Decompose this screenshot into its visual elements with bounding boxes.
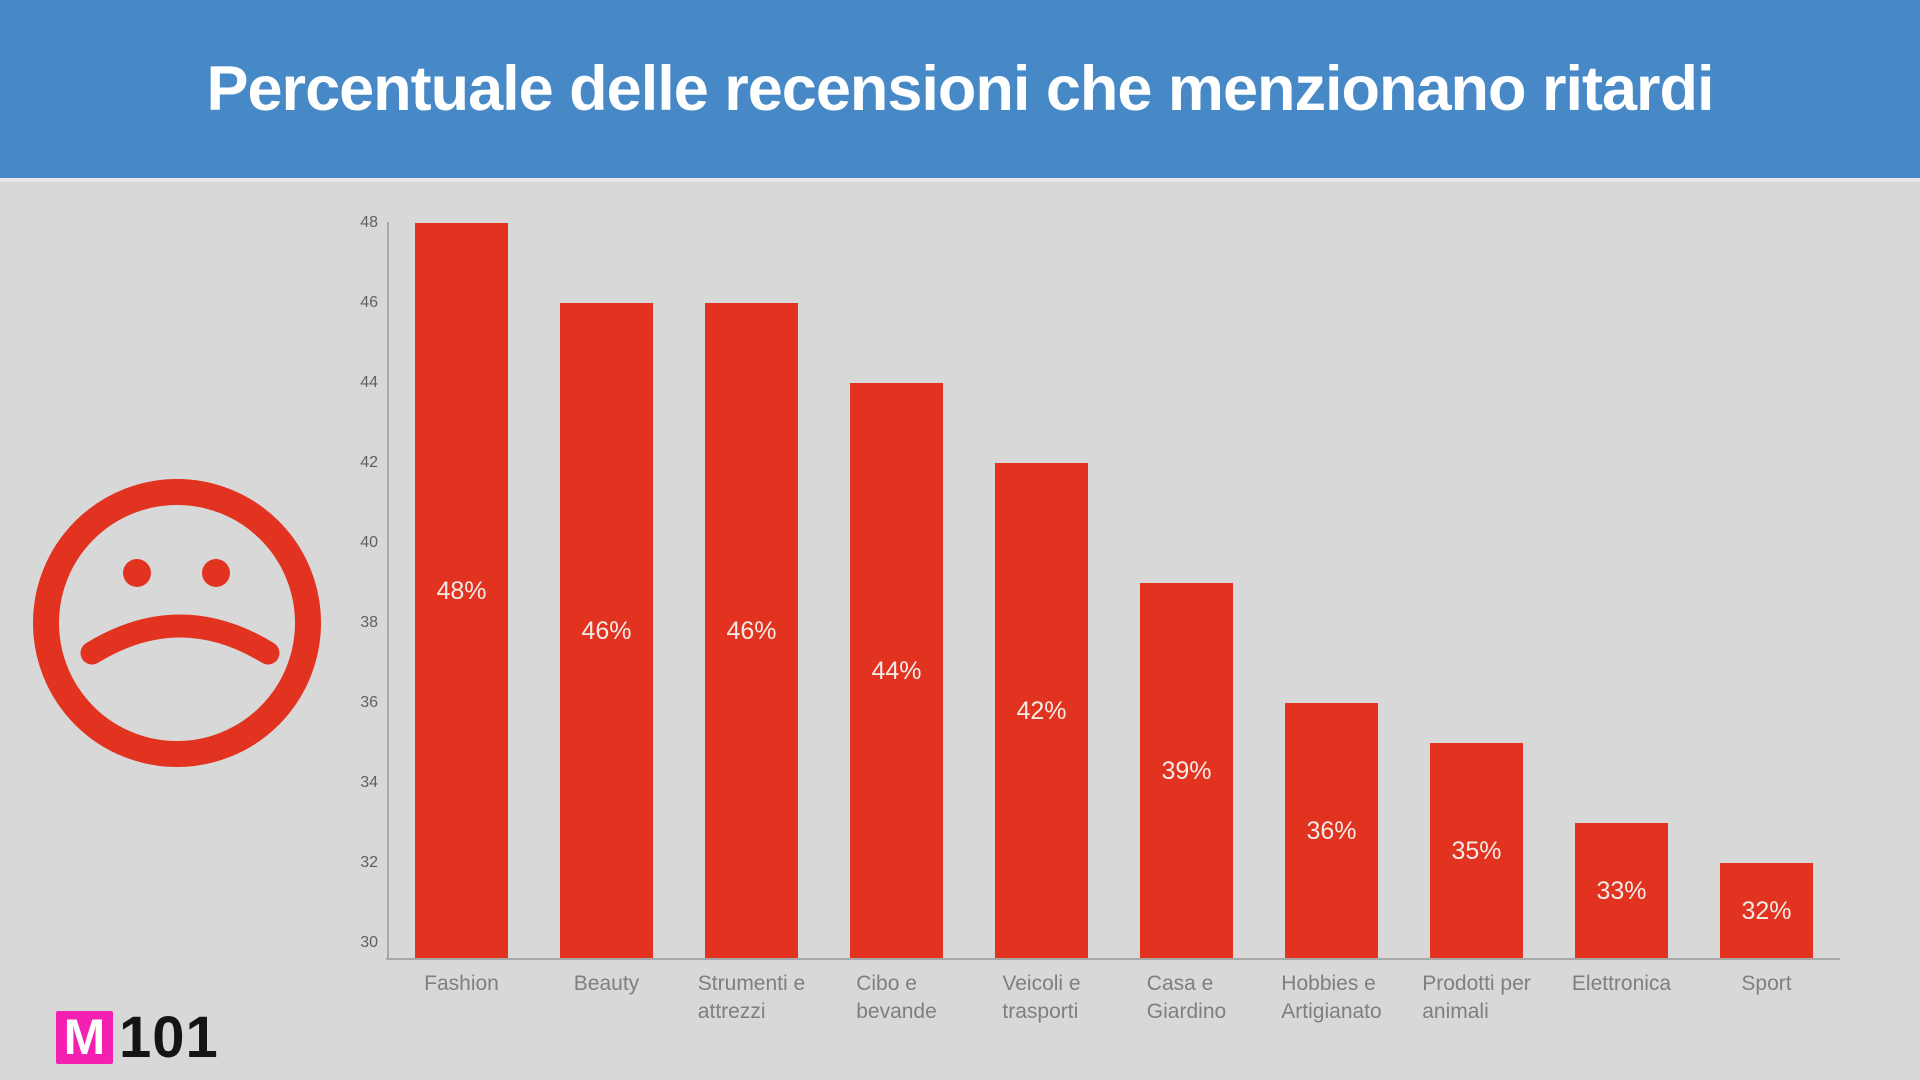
bar [1430,743,1523,958]
bar [1140,583,1233,958]
m101-logo-suffix: 101 [119,1005,219,1070]
category-label: Prodotti per animali [1422,970,1531,1026]
bar-value-label: 46% [581,617,632,645]
sad-face-outline [33,479,321,767]
y-axis-tick-label: 48 [360,214,378,231]
category-label-line: Beauty [573,972,640,995]
category-label: Veicoli e trasporti [1002,970,1080,1026]
category-label: Fashion [424,970,499,998]
y-axis-tick-label: 42 [360,454,378,471]
category-label: Sport [1741,970,1791,998]
sad-face-frown [80,614,280,665]
sad-face-right-eye [202,559,230,587]
bar [995,463,1088,958]
y-axis-tick-label: 36 [360,694,378,711]
category-label: Hobbies e Artigianato [1281,970,1381,1026]
bar [705,303,798,958]
page-title: Percentuale delle recensioni che menzion… [206,54,1715,124]
category-label: Beauty [574,970,639,998]
category-label-line: animali [1422,1000,1489,1023]
sad-face-icon [33,479,321,767]
category-label-line: Prodotti per [1422,972,1531,995]
bar [560,303,653,958]
category-label-line: Hobbies e [1281,972,1376,995]
bar [1720,863,1813,958]
category-label: Elettronica [1572,970,1671,998]
bar-value-label: 44% [871,657,922,685]
category-label-line: Strumenti e [697,972,806,995]
y-axis-tick-label: 38 [360,614,378,631]
bar-value-label: 42% [1016,697,1067,725]
bar-value-label: 35% [1451,837,1502,865]
category-label-line: attrezzi [697,1000,766,1023]
bar-value-label: 46% [726,617,777,645]
m101-logo: M 101 [56,1004,219,1071]
category-label-line: Veicoli e [1002,972,1081,995]
y-axis-tick-label: 40 [360,534,378,551]
bar-value-label: 36% [1306,817,1357,845]
bar-value-label: 32% [1741,897,1792,925]
category-label-line: trasporti [1002,1000,1079,1023]
category-label-line: bevande [856,1000,937,1023]
category-label-line: Casa e [1146,972,1214,995]
bar [850,383,943,958]
y-axis-tick-label: 46 [360,294,378,311]
x-axis-line [386,958,1840,960]
bar-value-label: 39% [1161,757,1212,785]
y-axis-line [387,222,389,960]
header-divider [0,178,1920,182]
bar-value-label: 33% [1596,877,1647,905]
y-axis-tick-label: 30 [360,934,378,951]
y-axis-tick-label: 44 [360,374,378,391]
y-axis-tick-label: 34 [360,774,378,791]
category-label: Cibo e bevande [856,970,937,1026]
title-banner: Percentuale delle recensioni che menzion… [0,0,1920,178]
category-label-line: Artigianato [1281,1000,1382,1023]
category-label: Casa e Giardino [1147,970,1226,1026]
m101-logo-square: M [56,1011,113,1064]
m101-logo-m: M [63,1009,106,1065]
category-label-line: Elettronica [1571,972,1672,995]
y-axis-tick-label: 32 [360,854,378,871]
category-label-line: Cibo e [856,972,917,995]
category-label-line: Fashion [424,972,499,995]
bar [415,223,508,958]
category-label: Strumenti e attrezzi [698,970,805,1026]
sad-face-left-eye [123,559,151,587]
category-label-line: Giardino [1146,1000,1227,1023]
category-label-line: Sport [1741,972,1792,995]
bar [1575,823,1668,958]
bar-value-label: 48% [436,577,487,605]
bar [1285,703,1378,958]
